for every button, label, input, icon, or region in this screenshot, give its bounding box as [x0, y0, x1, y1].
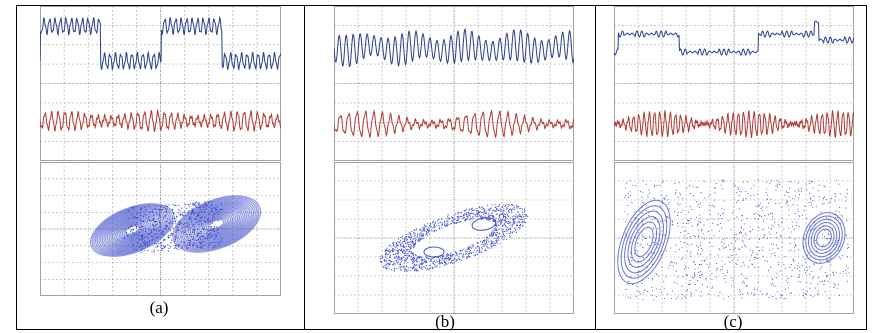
caption-a: (a) [149, 298, 169, 317]
scope-c-time-svg [614, 6, 854, 161]
waveform-bottom-b [334, 109, 574, 140]
scope-c-phase-svg [614, 162, 854, 314]
waveform-bottom-c [614, 110, 854, 139]
scope-b-time [334, 6, 574, 161]
scope-b-phase-svg [334, 162, 574, 314]
attractor-a [89, 195, 262, 257]
scope-a-time [40, 6, 281, 161]
waveform-top-c [614, 20, 854, 56]
waveform-bottom-a [40, 109, 281, 133]
attractor-b [379, 203, 529, 273]
scope-a-phase [40, 162, 281, 296]
waveform-top-a [40, 15, 281, 71]
scope-b-phase [334, 162, 574, 314]
caption-c: (c) [723, 312, 743, 331]
attractor-c [617, 179, 850, 301]
scope-c-phase [614, 162, 854, 314]
scope-b-time-svg [334, 6, 574, 161]
panel-frame-c [595, 5, 867, 330]
scope-a-time-svg [40, 6, 281, 161]
scope-c-time [614, 6, 854, 161]
waveform-top-b [334, 27, 574, 68]
scope-a-phase-svg [40, 162, 281, 296]
caption-b: (b) [435, 312, 455, 331]
